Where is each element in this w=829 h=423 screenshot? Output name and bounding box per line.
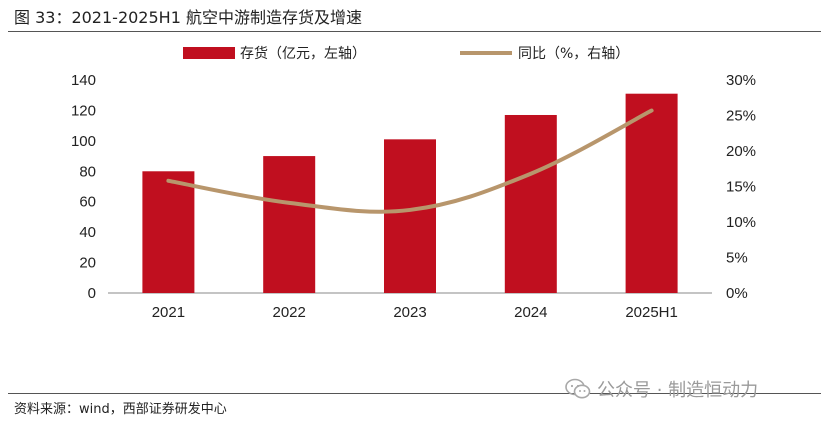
y-left-tick-label: 40 bbox=[79, 224, 96, 241]
y-left-tick-label: 120 bbox=[71, 102, 96, 119]
y-right-tick-label: 0% bbox=[726, 285, 748, 302]
axes: 0 20 40 60 80 100 120 140 0% 5% 10% 15% 20% 25% 30% 202… bbox=[71, 72, 756, 321]
source-note: 资料来源：wind，西部证券研发中心 bbox=[14, 402, 227, 417]
x-tick-label: 2025H1 bbox=[625, 304, 678, 321]
legend-label-bar: 存货（亿元，左轴） bbox=[240, 45, 366, 62]
line-series bbox=[166, 108, 654, 214]
y-left-tick-label: 100 bbox=[71, 133, 96, 150]
bar bbox=[504, 114, 557, 293]
x-tick-label: 2022 bbox=[273, 304, 306, 321]
y-right-tick-label: 5% bbox=[726, 250, 748, 267]
bar bbox=[263, 156, 316, 293]
watermark-text: 公众号 · 制造恒动力 bbox=[597, 380, 759, 401]
x-tick-label: 2023 bbox=[393, 304, 426, 321]
y-right-tick-label: 10% bbox=[726, 214, 756, 231]
y-right-tick-label: 15% bbox=[726, 179, 756, 196]
y-left-tick-label: 60 bbox=[79, 194, 96, 211]
bottom-rule bbox=[8, 393, 821, 394]
legend-swatch-bar bbox=[183, 47, 235, 59]
bar bbox=[142, 171, 195, 293]
x-tick-label: 2024 bbox=[514, 304, 547, 321]
bar bbox=[384, 139, 436, 293]
wechat-icon bbox=[565, 378, 591, 399]
y-right-tick-label: 25% bbox=[726, 108, 756, 125]
y-left-tick-label: 80 bbox=[79, 163, 96, 180]
y-left-tick-label: 0 bbox=[88, 285, 96, 302]
bar-series bbox=[142, 93, 678, 293]
watermark: 公众号 · 制造恒动力 bbox=[565, 376, 758, 402]
top-rule bbox=[8, 31, 821, 32]
y-left-tick-label: 140 bbox=[71, 72, 96, 89]
legend-label-line: 同比（%，右轴） bbox=[518, 46, 629, 62]
y-left-tick-label: 20 bbox=[79, 255, 96, 272]
bar bbox=[625, 93, 678, 293]
y-right-tick-label: 20% bbox=[726, 143, 756, 160]
legend: 存货（亿元，左轴） 同比（%，右轴） bbox=[183, 45, 629, 62]
y-right-tick-label: 30% bbox=[726, 72, 756, 89]
x-tick-label: 2021 bbox=[152, 304, 185, 321]
figure-title: 图 33：2021-2025H1 航空中游制造存货及增速 bbox=[14, 8, 362, 27]
